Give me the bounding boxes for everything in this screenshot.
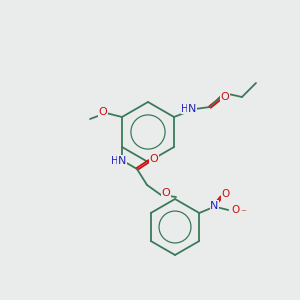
Text: H: H <box>181 104 189 114</box>
Text: O: O <box>162 188 170 198</box>
Text: H: H <box>111 156 119 166</box>
Text: N: N <box>118 156 126 166</box>
Text: N: N <box>210 201 218 211</box>
Text: O: O <box>150 154 158 164</box>
Text: O: O <box>221 189 230 199</box>
Text: ⁻: ⁻ <box>240 208 246 218</box>
Text: N: N <box>188 104 196 114</box>
Text: O: O <box>231 205 239 215</box>
Text: O: O <box>99 107 107 117</box>
Text: O: O <box>220 92 230 102</box>
